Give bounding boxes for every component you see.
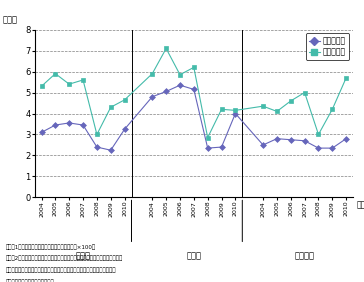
Text: 企業動向調査」から作成。: 企業動向調査」から作成。 bbox=[5, 279, 54, 282]
Text: 全産業: 全産業 bbox=[76, 251, 91, 260]
Text: 製造業: 製造業 bbox=[186, 251, 201, 260]
Text: 備考：1．売上高経常利益率＝経常利益／売上高×100。: 備考：1．売上高経常利益率＝経常利益／売上高×100。 bbox=[5, 244, 96, 250]
Text: 非製造業: 非製造業 bbox=[294, 251, 314, 260]
Text: 2．全産業及び非製造業は金融・保険業を（外資系は不動産業も）除く。: 2．全産業及び非製造業は金融・保険業を（外資系は不動産業も）除く。 bbox=[5, 256, 123, 261]
Legend: 全法人企業, 外資系企業: 全法人企業, 外資系企業 bbox=[305, 34, 349, 60]
Text: 資料：全法人：財務省「法人企業統計調査」、外資系：経済産業省「外資系: 資料：全法人：財務省「法人企業統計調査」、外資系：経済産業省「外資系 bbox=[5, 268, 116, 273]
Text: （％）: （％） bbox=[3, 16, 18, 25]
Text: （年度）: （年度） bbox=[356, 201, 364, 210]
